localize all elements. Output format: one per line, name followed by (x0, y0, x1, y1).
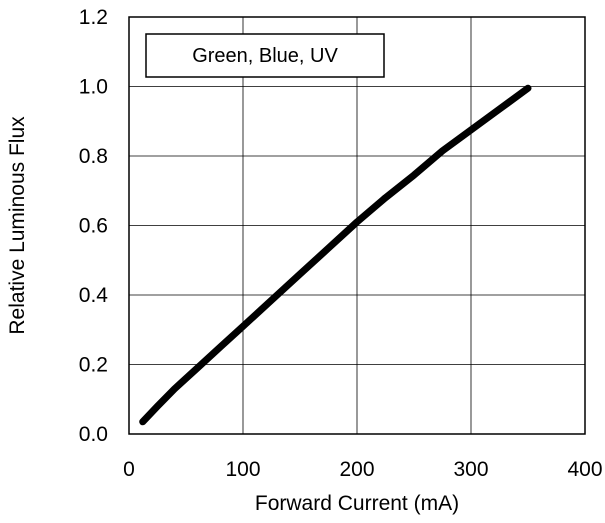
y-tick-label: 1.2 (79, 6, 108, 29)
x-tick-label: 100 (225, 458, 260, 481)
y-axis-ticks: 0.0 0.2 0.4 0.6 0.8 1.0 1.2 (79, 6, 109, 446)
x-tick-label: 200 (339, 458, 374, 481)
legend-box (145, 33, 385, 78)
series-line (139, 84, 532, 426)
x-axis-label: Forward Current (mA) (255, 492, 459, 515)
series-lines (139, 84, 532, 426)
y-tick-label: 0.0 (79, 423, 108, 446)
legend-entry-label: Green, Blue, UV (192, 45, 338, 67)
y-tick-label: 0.2 (79, 354, 108, 377)
legend: Green, Blue, UV (145, 33, 385, 78)
y-tick-label: 0.8 (79, 145, 108, 168)
x-tick-label: 300 (453, 458, 488, 481)
x-tick-label: 0 (123, 458, 135, 481)
x-axis-ticks: 0 100 200 300 400 (123, 458, 602, 481)
x-tick-label: 400 (567, 458, 602, 481)
y-axis-label: Relative Luminous Flux (6, 116, 29, 335)
plot-area-frame (128, 16, 586, 435)
y-tick-label: 0.6 (79, 215, 108, 238)
y-tick-label: 0.4 (79, 284, 109, 307)
y-tick-label: 1.0 (79, 76, 108, 99)
